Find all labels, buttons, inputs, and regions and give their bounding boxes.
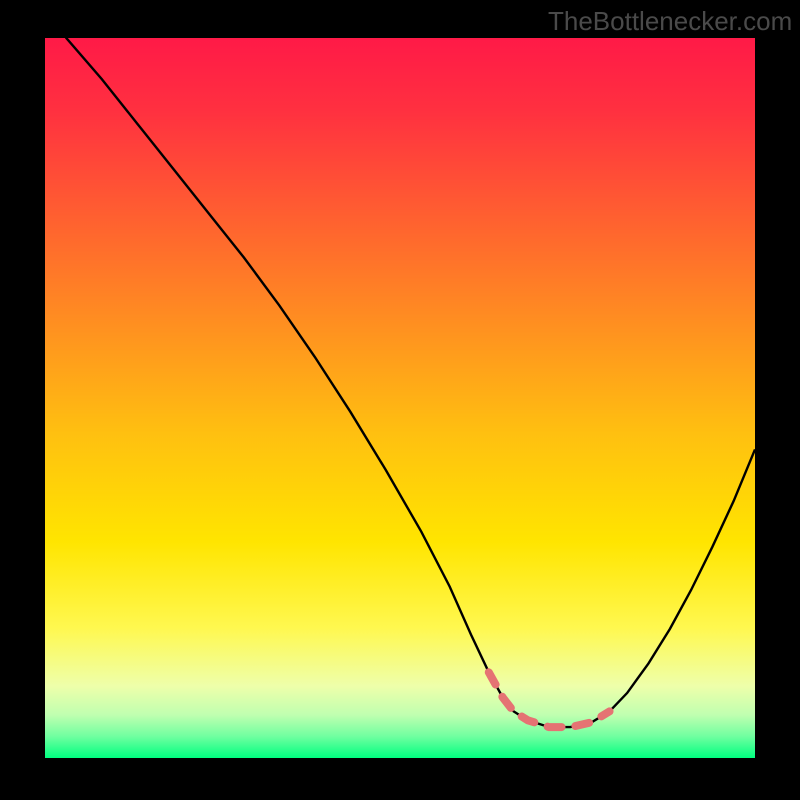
watermark-text: TheBottlenecker.com	[548, 6, 792, 37]
plot-area	[45, 38, 755, 758]
chart-frame: TheBottlenecker.com	[0, 0, 800, 800]
